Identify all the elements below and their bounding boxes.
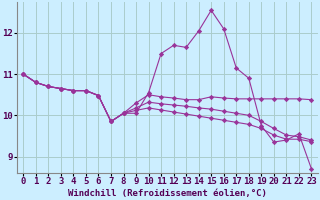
X-axis label: Windchill (Refroidissement éolien,°C): Windchill (Refroidissement éolien,°C) (68, 189, 267, 198)
